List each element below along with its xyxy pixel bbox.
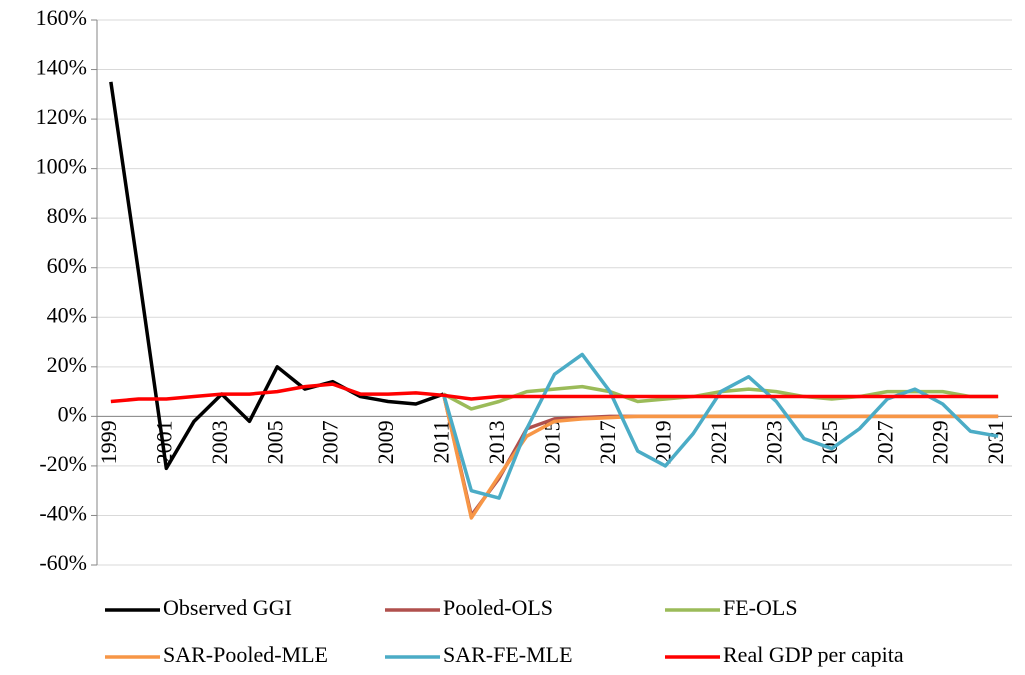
legend-label: FE-OLS bbox=[723, 595, 798, 620]
legend-label: Real GDP per capita bbox=[723, 642, 904, 667]
y-tick-label: 80% bbox=[47, 203, 87, 228]
series-line bbox=[110, 382, 999, 404]
y-tick-label: 140% bbox=[36, 55, 87, 80]
legend-label: SAR-Pooled-MLE bbox=[163, 642, 328, 667]
y-tick-label: -20% bbox=[39, 451, 87, 476]
x-tick-label: 2005 bbox=[262, 420, 287, 464]
y-tick-label: 40% bbox=[47, 302, 87, 327]
x-tick-label: 2013 bbox=[484, 420, 509, 464]
series-line bbox=[441, 393, 999, 520]
series-line bbox=[109, 81, 445, 471]
y-tick-label: 120% bbox=[36, 104, 87, 129]
series-line bbox=[441, 352, 999, 500]
x-tick-label: 2031 bbox=[983, 420, 1008, 464]
x-tick-label: 2021 bbox=[706, 420, 731, 464]
y-tick-label: 160% bbox=[36, 5, 87, 30]
legend-label: Observed GGI bbox=[163, 595, 292, 620]
x-tick-label: 2023 bbox=[761, 420, 786, 464]
y-tick-label: 20% bbox=[47, 352, 87, 377]
y-tick-label: -60% bbox=[39, 550, 87, 575]
x-tick-label: 2009 bbox=[373, 420, 398, 464]
y-tick-label: 0% bbox=[58, 401, 87, 426]
x-tick-label: 2003 bbox=[207, 420, 232, 464]
x-tick-label: 1999 bbox=[96, 420, 121, 464]
y-tick-label: -40% bbox=[39, 501, 87, 526]
x-tick-label: 2027 bbox=[872, 420, 897, 464]
x-tick-label: 2029 bbox=[928, 420, 953, 464]
y-tick-label: 60% bbox=[47, 253, 87, 278]
legend-label: SAR-FE-MLE bbox=[443, 642, 573, 667]
x-tick-label: 2017 bbox=[595, 420, 620, 464]
legend-label: Pooled-OLS bbox=[443, 595, 553, 620]
y-tick-label: 100% bbox=[36, 154, 87, 179]
x-tick-label: 2007 bbox=[318, 420, 343, 464]
